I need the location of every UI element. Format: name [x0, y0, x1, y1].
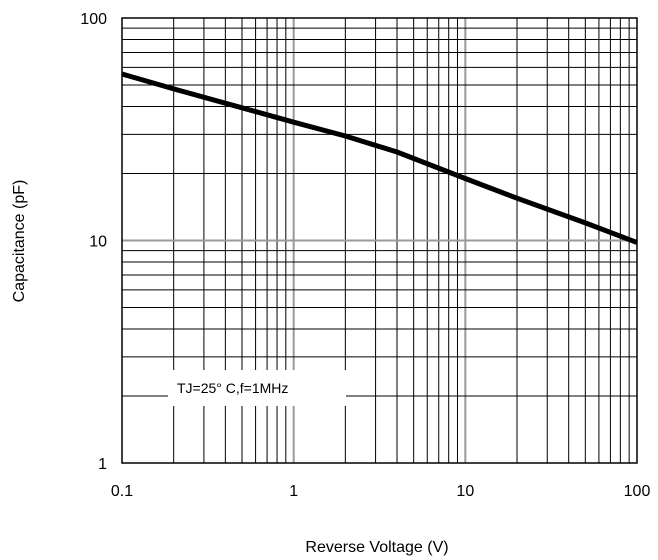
series-group [121, 71, 638, 245]
y-tick-label: 100 [80, 11, 107, 28]
x-tick-label: 0.1 [111, 483, 133, 500]
y-axis-label: Capacitance (pF) [11, 180, 28, 303]
series-line-0 [121, 71, 638, 245]
y-tick-label: 10 [89, 234, 107, 251]
annotation-text: TJ=25° C,f=1MHz [177, 380, 288, 396]
annotation-box: TJ=25° C,f=1MHz [168, 370, 346, 406]
grid [121, 18, 637, 464]
y-tick-label: 1 [98, 456, 107, 473]
annotation-background [168, 370, 346, 406]
x-tick-label: 100 [624, 483, 651, 500]
x-tick-labels: 0.1 1 10 100 [111, 483, 651, 500]
x-tick-label: 1 [289, 483, 298, 500]
y-tick-labels: 1 10 100 [80, 11, 107, 473]
x-tick-label: 10 [456, 483, 474, 500]
x-axis-label: Reverse Voltage (V) [305, 539, 448, 556]
